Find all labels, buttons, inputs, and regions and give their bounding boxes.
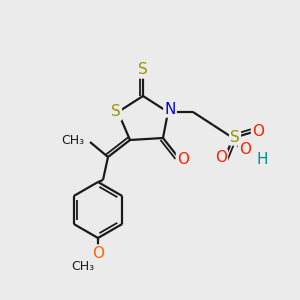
Text: O: O [92, 245, 104, 260]
Text: CH₃: CH₃ [71, 260, 94, 272]
Text: N: N [164, 101, 176, 116]
Text: S: S [230, 130, 240, 145]
Text: CH₃: CH₃ [61, 134, 84, 146]
Text: O: O [215, 151, 227, 166]
Text: O: O [252, 124, 264, 140]
Text: S: S [138, 62, 148, 77]
Text: H: H [256, 152, 268, 166]
Text: S: S [111, 104, 121, 119]
Text: O: O [177, 152, 189, 166]
Text: O: O [239, 142, 251, 158]
